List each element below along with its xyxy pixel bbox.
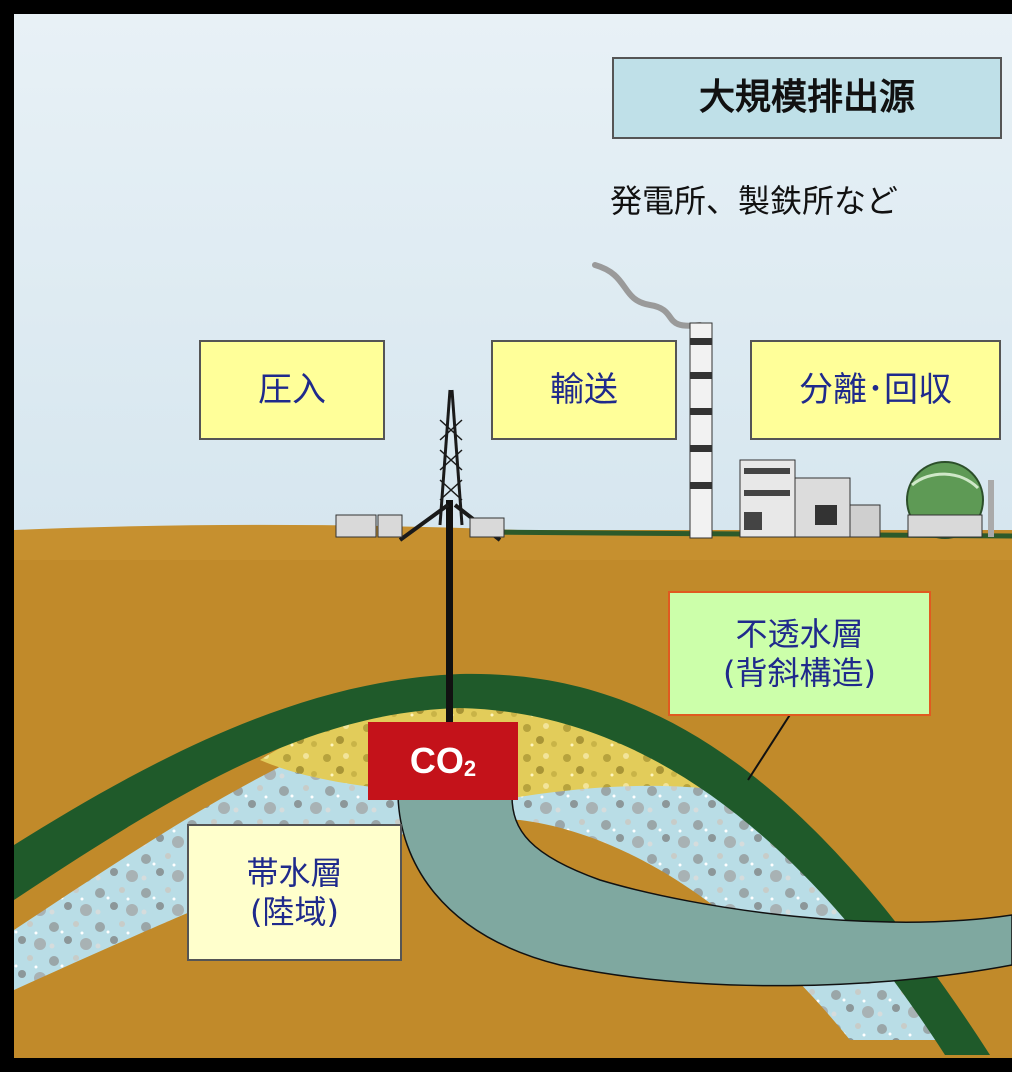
aquifer-label-line1: 帯水層 bbox=[246, 854, 342, 892]
co2-label: CO bbox=[410, 740, 464, 782]
caprock-label-box: 不透水層 (背斜構造) bbox=[668, 591, 931, 716]
separation-label-box: 分離･回収 bbox=[750, 340, 1001, 440]
aquifer-label-line2: (陸域) bbox=[250, 893, 339, 931]
emission-source-title: 大規模排出源 bbox=[612, 57, 1002, 139]
emission-source-examples: 発電所、製鉄所など bbox=[610, 176, 898, 222]
caprock-label-line1: 不透水層 bbox=[735, 615, 863, 653]
smokestack-icon bbox=[690, 323, 712, 538]
injection-label-box: 圧入 bbox=[199, 340, 385, 440]
emission-source-label: 大規模排出源 bbox=[699, 76, 915, 119]
caprock-label-line2: (背斜構造) bbox=[723, 654, 876, 692]
co2-subscript: 2 bbox=[464, 756, 476, 782]
aquifer-label-box: 帯水層 (陸域) bbox=[187, 824, 402, 961]
separation-label: 分離･回収 bbox=[799, 370, 952, 411]
injection-well bbox=[446, 500, 453, 722]
injection-label: 圧入 bbox=[258, 370, 326, 411]
co2-label-box: CO 2 bbox=[368, 722, 518, 800]
transport-label-box: 輸送 bbox=[491, 340, 677, 440]
transport-label: 輸送 bbox=[550, 370, 618, 411]
